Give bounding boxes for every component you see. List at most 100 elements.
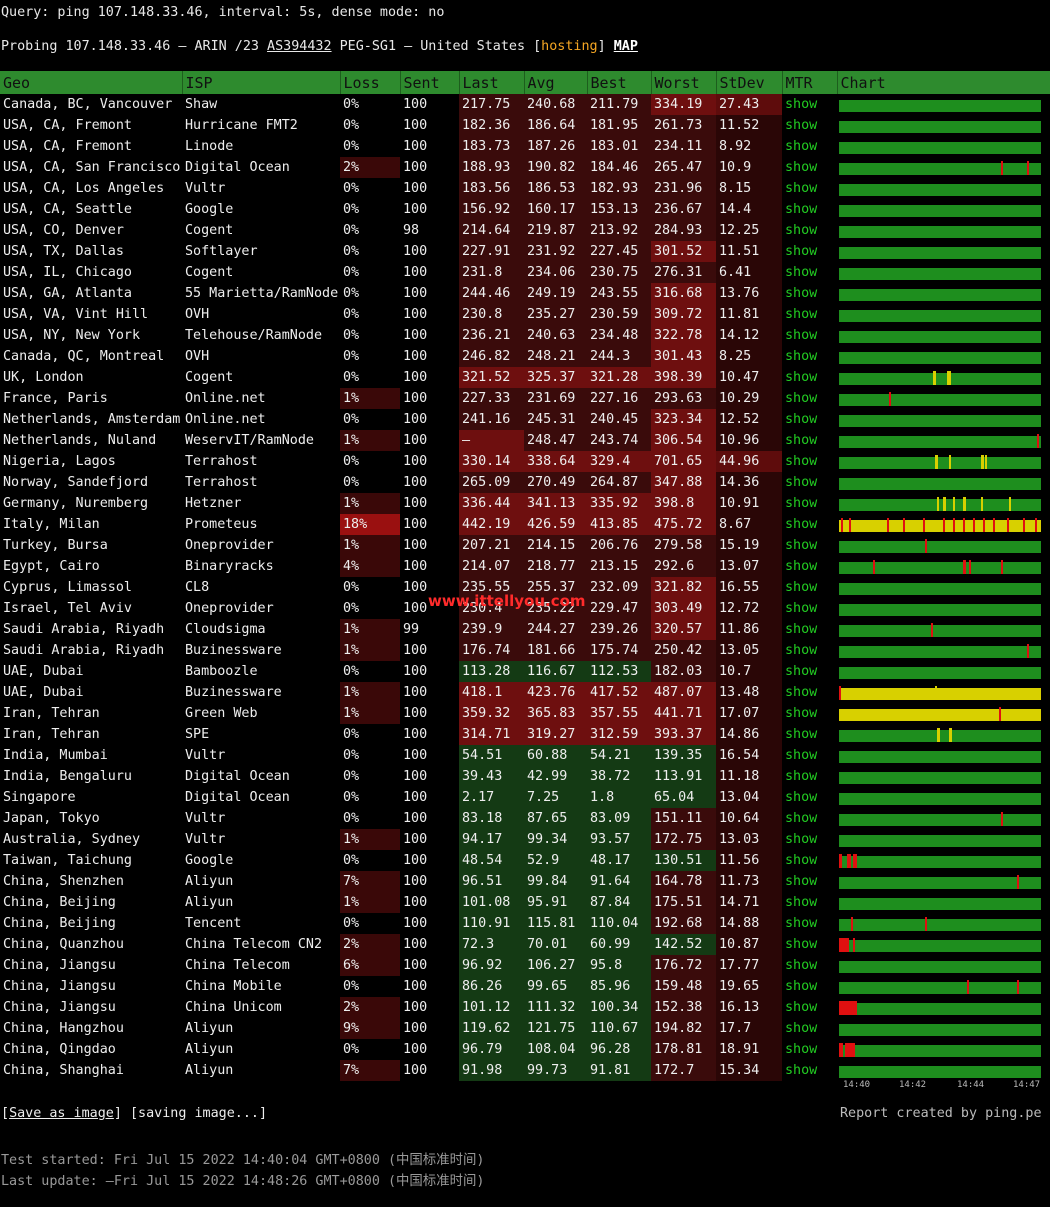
mtr-show-link[interactable]: show	[785, 433, 818, 448]
mtr-show-link[interactable]: show	[785, 181, 818, 196]
spike-marker	[943, 496, 946, 511]
col-geo[interactable]: Geo	[0, 71, 182, 94]
last-cell: 2.17	[459, 787, 524, 808]
mtr-show-link[interactable]: show	[785, 538, 818, 553]
mtr-show-link[interactable]: show	[785, 916, 818, 931]
col-worst[interactable]: Worst	[650, 71, 716, 94]
table-row: China, Hangzhou Aliyun 9% 100 119.62 121.75 11…	[0, 1018, 1050, 1039]
loss-cell: 0%	[343, 580, 360, 595]
col-stdev[interactable]: StDev	[715, 71, 782, 94]
mtr-show-link[interactable]: show	[785, 853, 818, 868]
last-cell: 336.44	[459, 493, 524, 514]
mtr-show-link[interactable]: show	[785, 601, 818, 616]
mtr-show-link[interactable]: show	[785, 496, 818, 511]
probe-line: Probing 107.148.33.46 – ARIN /23 AS39443…	[1, 39, 638, 54]
chart-base	[839, 477, 1041, 490]
mtr-show-link[interactable]: show	[785, 517, 818, 532]
chart-base	[839, 582, 1041, 595]
mtr-show-link[interactable]: show	[785, 223, 818, 238]
mtr-show-link[interactable]: show	[785, 454, 818, 469]
worst-cell: 309.72	[651, 304, 716, 325]
map-link[interactable]: MAP	[613, 39, 638, 54]
mtr-show-link[interactable]: show	[785, 349, 818, 364]
test-started: Test started: Fri Jul 15 2022 14:40:04 G…	[1, 1153, 485, 1168]
mtr-show-link[interactable]: show	[785, 706, 818, 721]
table-row: China, Jiangsu China Telecom 6% 100 96.92 106…	[0, 955, 1050, 976]
geo-cell: Italy, Milan	[3, 517, 100, 532]
avg-cell: 319.27	[524, 724, 587, 745]
mtr-show-link[interactable]: show	[785, 727, 818, 742]
mtr-show-link[interactable]: show	[785, 202, 818, 217]
mtr-show-link[interactable]: show	[785, 874, 818, 889]
mtr-show-link[interactable]: show	[785, 1063, 818, 1078]
mtr-show-link[interactable]: show	[785, 979, 818, 994]
mtr-show-link[interactable]: show	[785, 664, 818, 679]
latency-chart	[837, 829, 1050, 850]
mtr-show-link[interactable]: show	[785, 580, 818, 595]
mtr-show-link[interactable]: show	[785, 937, 818, 952]
mtr-show-link[interactable]: show	[785, 769, 818, 784]
isp-cell: Aliyun	[185, 1063, 234, 1078]
col-avg[interactable]: Avg	[523, 71, 587, 94]
stdev-cell: 14.71	[716, 892, 782, 913]
mtr-show-link[interactable]: show	[785, 328, 818, 343]
sent-cell: 99	[403, 622, 420, 637]
geo-cell: Germany, Nuremberg	[3, 496, 149, 511]
stdev-cell: 17.7	[716, 1018, 782, 1039]
col-loss[interactable]: Loss	[339, 71, 400, 94]
mtr-show-link[interactable]: show	[785, 685, 818, 700]
mtr-show-link[interactable]: show	[785, 412, 818, 427]
mtr-show-link[interactable]: show	[785, 139, 818, 154]
stdev-cell: 13.07	[716, 556, 782, 577]
mtr-show-link[interactable]: show	[785, 286, 818, 301]
spike-marker	[963, 496, 966, 511]
as-link[interactable]: AS394432	[267, 39, 332, 54]
mtr-show-link[interactable]: show	[785, 1021, 818, 1036]
chart-bar	[839, 622, 1041, 637]
chart-base	[839, 918, 1041, 931]
loss-marker	[839, 937, 849, 952]
geo-cell: USA, CA, Fremont	[3, 118, 132, 133]
mtr-show-link[interactable]: show	[785, 790, 818, 805]
latency-chart	[837, 598, 1050, 619]
geo-cell: USA, CA, Fremont	[3, 139, 132, 154]
col-best[interactable]: Best	[586, 71, 651, 94]
loss-cell: 0%	[343, 370, 360, 385]
mtr-show-link[interactable]: show	[785, 643, 818, 658]
loss-marker	[1035, 517, 1037, 532]
mtr-show-link[interactable]: show	[785, 475, 818, 490]
mtr-show-link[interactable]: show	[785, 622, 818, 637]
mtr-show-link[interactable]: show	[785, 118, 818, 133]
mtr-show-link[interactable]: show	[785, 958, 818, 973]
chart-base	[839, 960, 1041, 973]
best-cell: 83.09	[587, 808, 651, 829]
mtr-show-link[interactable]: show	[785, 160, 818, 175]
last-cell: 156.92	[459, 199, 524, 220]
mtr-show-link[interactable]: show	[785, 370, 818, 385]
save-as-image-link[interactable]: Save as image	[9, 1106, 114, 1121]
worst-cell: 231.96	[651, 178, 716, 199]
loss-cell: 0%	[343, 307, 360, 322]
loss-marker	[853, 853, 857, 868]
mtr-show-link[interactable]: show	[785, 265, 818, 280]
stdev-cell: 44.96	[716, 451, 782, 472]
col-last[interactable]: Last	[458, 71, 524, 94]
mtr-show-link[interactable]: show	[785, 811, 818, 826]
col-isp[interactable]: ISP	[181, 71, 340, 94]
mtr-show-link[interactable]: show	[785, 1042, 818, 1057]
mtr-show-link[interactable]: show	[785, 832, 818, 847]
mtr-show-link[interactable]: show	[785, 895, 818, 910]
col-sent[interactable]: Sent	[399, 71, 459, 94]
mtr-show-link[interactable]: show	[785, 559, 818, 574]
chart-base	[839, 120, 1041, 133]
mtr-show-link[interactable]: show	[785, 307, 818, 322]
mtr-show-link[interactable]: show	[785, 97, 818, 112]
loss-marker	[1023, 517, 1025, 532]
mtr-show-link[interactable]: show	[785, 244, 818, 259]
mtr-show-link[interactable]: show	[785, 391, 818, 406]
geo-cell: Iran, Tehran	[3, 706, 100, 721]
query-line: Query: ping 107.148.33.46, interval: 5s,…	[1, 5, 445, 20]
mtr-show-link[interactable]: show	[785, 748, 818, 763]
worst-cell: 306.54	[651, 430, 716, 451]
mtr-show-link[interactable]: show	[785, 1000, 818, 1015]
